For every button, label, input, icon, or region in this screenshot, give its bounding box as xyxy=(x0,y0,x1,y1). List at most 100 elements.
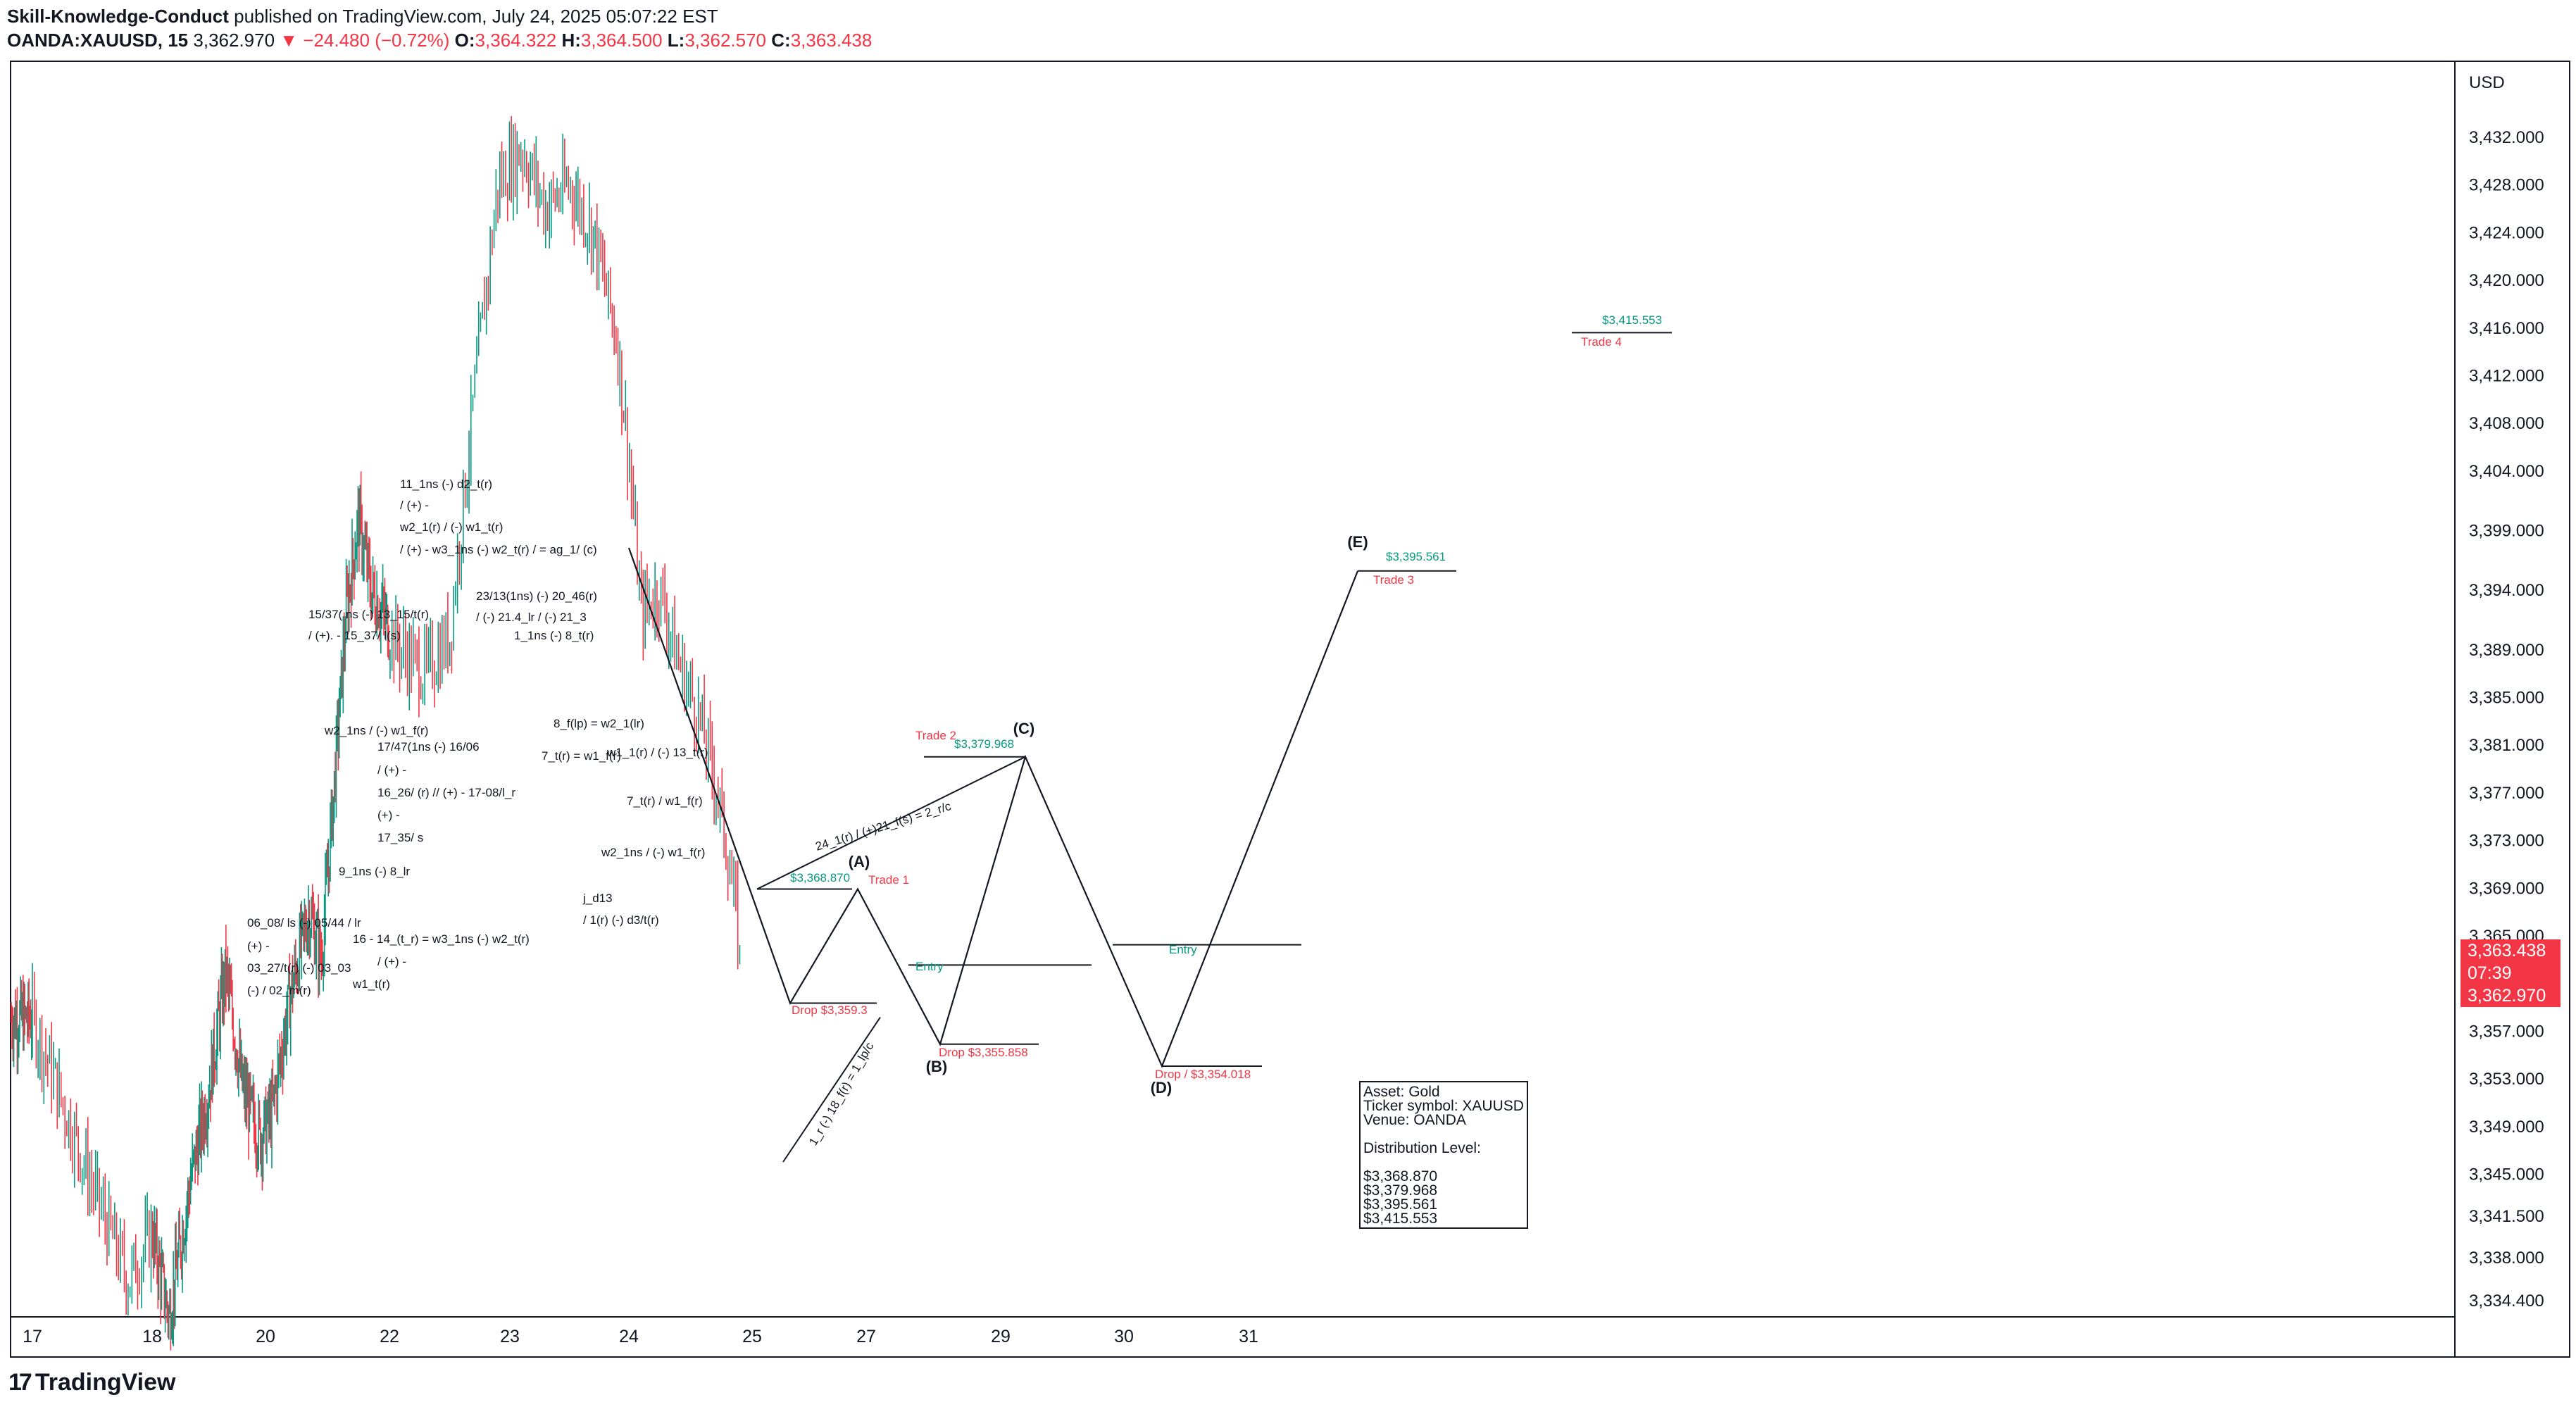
price-tick-label: 3,408.000 xyxy=(2469,414,2544,433)
chart-note: / (+). - 15_37/ l(s) xyxy=(308,629,401,642)
chart-note: 06_08/ ls (-) 05/44 / lr xyxy=(247,916,361,930)
publish-line: Skill-Knowledge-Conduct published on Tra… xyxy=(7,4,872,28)
symbol-line: OANDA:XAUUSD, 15 3,362.970 ▼ −24.480 (−0… xyxy=(7,28,872,52)
chart-note: 7_t(r) / w1_f(r) xyxy=(627,794,703,808)
wave-label: (B) xyxy=(926,1058,948,1075)
info-line: Ticker symbol: XAUUSD xyxy=(1363,1098,1524,1114)
info-line: Distribution Level: xyxy=(1363,1140,1481,1156)
chart-note: 17_35/ s xyxy=(377,831,423,844)
info-line xyxy=(1363,1127,1524,1142)
price-tick-label: 3,338.000 xyxy=(2469,1249,2544,1268)
info-line: $3,395.561 xyxy=(1363,1196,1438,1213)
projection-layer: (A) (B) (C) (D) (E) Trade 1 Trade 2 Trade 3 Trad… xyxy=(627,313,1672,1163)
price-tick-label: 3,420.000 xyxy=(2469,271,2544,290)
level-label: $3,415.553 xyxy=(1602,313,1662,327)
bid-price-badge: 3,362.970 xyxy=(2461,984,2561,1007)
level-label: $3,395.561 xyxy=(1386,550,1446,563)
chart-note: j_d13 xyxy=(582,892,613,905)
info-line xyxy=(1363,1156,1524,1170)
chart-note: 1_1ns (-) 8_t(r) xyxy=(514,629,594,642)
chart-note: 15/37( ns (-) 13_15/t(r) xyxy=(308,608,429,621)
countdown-badge: 07:39 xyxy=(2461,962,2561,984)
trade-label: Trade 1 xyxy=(868,873,909,887)
price-tick-label: 3,428.000 xyxy=(2469,176,2544,195)
trade-label: Trade 4 xyxy=(1581,335,1622,349)
chart-note: 8_f(lp) = w2_1(lr) xyxy=(554,717,644,730)
wave-label: (A) xyxy=(849,853,870,870)
time-tick-label: 20 xyxy=(256,1327,275,1346)
chart-note: w2_1ns / (-) w1_f(r) xyxy=(324,724,428,737)
chart-note: 9_1ns (-) 8_lr xyxy=(339,865,410,878)
time-axis[interactable]: 17 18 20 22 23 24 25 27 29 30 31 xyxy=(23,1327,1258,1346)
trade-label: Trade 2 xyxy=(915,729,956,742)
time-tick-label: 30 xyxy=(1114,1327,1134,1346)
chart-note: w1_t(r) xyxy=(352,977,390,991)
chart-note: 7_t(r) = w1_f(r) xyxy=(542,749,621,763)
time-tick-label: 17 xyxy=(23,1327,42,1346)
tradingview-logo[interactable]: 17 TradingView xyxy=(8,1369,175,1396)
chart-note: / (+) - xyxy=(400,499,429,512)
price-tick-label: 3,353.000 xyxy=(2469,1070,2544,1089)
diagonal-note: 24_1(r) / (+)21_f(s) = 2_r/c xyxy=(814,799,954,853)
time-tick-label: 22 xyxy=(380,1327,399,1346)
symbol-label: OANDA:XAUUSD, 15 xyxy=(7,30,189,51)
logo-text: TradingView xyxy=(35,1369,176,1396)
info-line: $3,368.870 xyxy=(1363,1168,1438,1184)
price-axis[interactable]: 3,432.000 3,428.000 3,424.000 3,420.000 3,41… xyxy=(2469,128,2544,1311)
price-tick-label: 3,357.000 xyxy=(2469,1022,2544,1041)
time-tick-label: 24 xyxy=(619,1327,639,1346)
chart-frame xyxy=(10,61,2570,1358)
time-tick-label: 25 xyxy=(742,1327,762,1346)
time-tick-label: 29 xyxy=(991,1327,1011,1346)
chart-note: / (-) 21.4_lr / (-) 21_3 xyxy=(476,611,587,624)
price-tick-label: 3,345.000 xyxy=(2469,1165,2544,1184)
price-tick-label: 3,432.000 xyxy=(2469,128,2544,147)
drop-label: Drop $3,359.3 xyxy=(792,1003,868,1017)
time-tick-label: 31 xyxy=(1239,1327,1258,1346)
chart-note: / (+) - xyxy=(377,763,406,777)
close-value: 3,363.438 xyxy=(790,30,873,51)
info-box: Asset: Gold Ticker symbol: XAUUSD Venue:… xyxy=(1359,1081,1528,1229)
price-tick-label: 3,412.000 xyxy=(2469,367,2544,386)
level-label: $3,379.968 xyxy=(954,737,1014,751)
chart-note: 16 - 14_(t_r) = w3_1ns (-) w2_t(r) xyxy=(353,932,530,946)
candles-layer xyxy=(11,115,741,1351)
open-value: 3,364.322 xyxy=(475,30,557,51)
price-tick-label: 3,404.000 xyxy=(2469,462,2544,481)
price-tick-label: 3,394.000 xyxy=(2469,581,2544,600)
chart-note: 23/13(1ns) (-) 20_46(r) xyxy=(476,589,597,603)
projection-path xyxy=(627,547,1359,1068)
drop-label: Drop / $3,354.018 xyxy=(1155,1068,1251,1081)
currency-label[interactable]: USD xyxy=(2469,73,2505,92)
drop-label: Drop $3,355.858 xyxy=(939,1046,1028,1059)
trade-label: Trade 3 xyxy=(1373,573,1414,587)
price-tick-label: 3,373.000 xyxy=(2469,832,2544,851)
price-tick-label: 3,389.000 xyxy=(2469,641,2544,660)
publish-info: published on TradingView.com, July 24, 2… xyxy=(228,6,718,27)
entry-label: Entry xyxy=(915,960,944,973)
price-tick-label: 3,334.400 xyxy=(2469,1292,2544,1311)
price-tick-label: 3,349.000 xyxy=(2469,1118,2544,1137)
entry-label: Entry xyxy=(1169,943,1197,956)
time-tick-label: 23 xyxy=(500,1327,520,1346)
author-name[interactable]: Skill-Knowledge-Conduct xyxy=(7,6,229,27)
diagonal-note: 1_r (-) 18_f(r) = 1_lp/c xyxy=(806,1039,877,1148)
last-price-badge: 3,363.438 xyxy=(2461,939,2561,962)
chart-note: 16_26/ (r) // (+) - 17-08/l_r xyxy=(377,786,515,799)
notes-layer: 11_1ns (-) d2_t(r) / (+) - w2_1(r) / (-) w… xyxy=(247,477,708,997)
info-line: Venue: OANDA xyxy=(1363,1112,1466,1128)
chart-note: / (+) - xyxy=(377,955,406,968)
chart-note: 03_27/t(r) (-) 03_03 xyxy=(247,961,351,975)
chart-note: 17/47(1ns (-) 16/06 xyxy=(377,740,480,753)
low-value: 3,362.570 xyxy=(684,30,767,51)
chart-note: w1_1(r) / (-) 13_t(r) xyxy=(606,746,708,759)
tv-logo-icon: 17 xyxy=(8,1369,32,1396)
time-tick-label: 18 xyxy=(142,1327,162,1346)
down-arrow-icon: ▼ xyxy=(280,30,299,51)
chart-note: 11_1ns (-) d2_t(r) xyxy=(400,477,492,491)
price-tick-label: 3,399.000 xyxy=(2469,522,2544,541)
chart-note: / 1(r) (-) d3/t(r) xyxy=(583,913,659,927)
trend-line xyxy=(782,1016,881,1163)
level-label: $3,368.870 xyxy=(790,871,850,884)
